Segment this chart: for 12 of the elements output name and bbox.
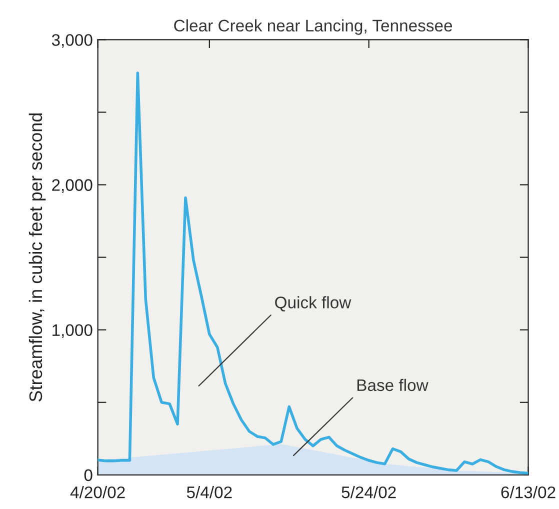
annotation: Base flow: [357, 378, 428, 392]
x-tick-label: 6/13/02: [501, 486, 556, 498]
annotation: Quick flow: [275, 296, 352, 312]
x-tick-label: 5/4/02: [186, 486, 232, 498]
y-tick-label: 1,000: [52, 324, 92, 338]
y-tick-label: 3,000: [52, 34, 92, 48]
y-tick-label: 2,000: [52, 179, 92, 193]
x-tick-label: 5/24/02: [342, 486, 396, 498]
y-axis-title: Streamflow, in cubic feet per second: [28, 113, 46, 402]
y-tick-label: 0: [84, 469, 92, 482]
chart-title: Clear Creek near Lancing, Tennessee: [174, 19, 452, 35]
x-tick-label: 4/20/02: [70, 486, 125, 498]
